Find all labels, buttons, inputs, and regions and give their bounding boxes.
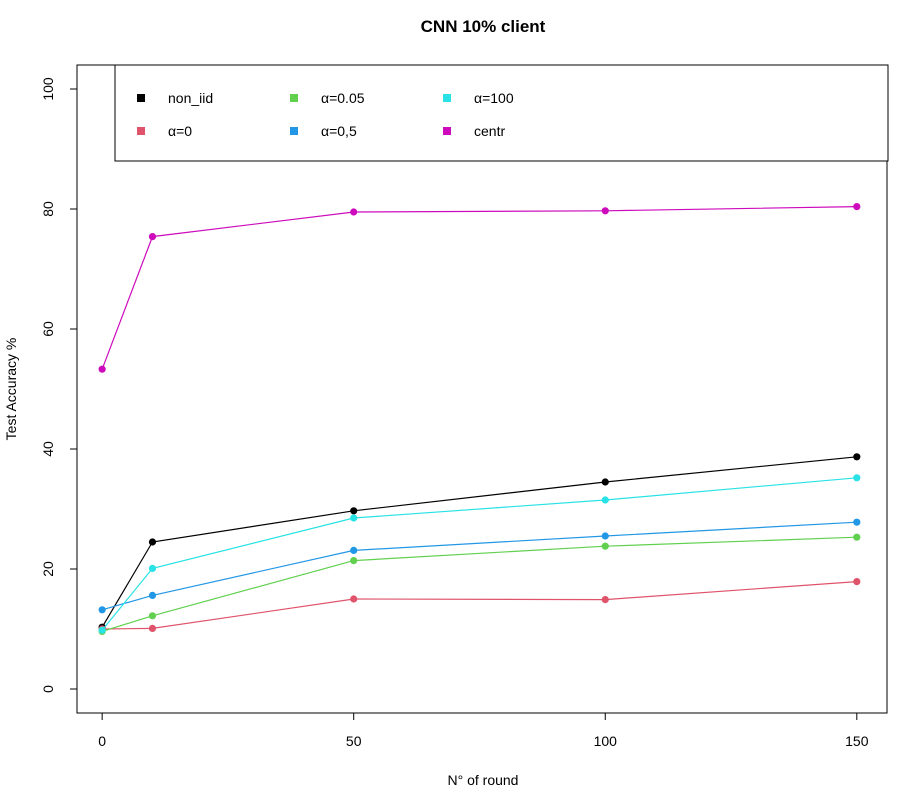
data-point: [350, 557, 358, 565]
data-point: [148, 233, 157, 241]
series-line: [101, 206, 857, 370]
series-0: [98, 453, 861, 631]
chart-title: CNN 10% client: [421, 17, 546, 36]
legend-label: α=0.05: [321, 90, 365, 106]
legend: non_iid α=0 α=0.05 α=0,5 α=100 centr: [114, 64, 889, 162]
legend-item: centr: [443, 123, 505, 139]
data-point: [148, 624, 157, 633]
data-point: [148, 538, 157, 546]
data-point: [601, 478, 609, 486]
y-tick-label: 20: [40, 561, 56, 577]
legend-item: α=0,5: [290, 123, 357, 139]
legend-item: non_iid: [137, 90, 213, 106]
data-point: [601, 596, 609, 604]
data-point: [853, 533, 861, 541]
x-tick-label: 150: [845, 733, 869, 749]
plot-frame: [76, 64, 888, 714]
series-line: [101, 521, 857, 611]
series-3: [98, 518, 861, 614]
data-point: [853, 474, 861, 482]
data-point: [148, 591, 157, 600]
data-point: [601, 207, 609, 215]
legend-swatch: [137, 127, 145, 135]
x-tick-label: 0: [98, 733, 106, 749]
legend-label: α=0,5: [321, 123, 357, 139]
x-axis-label: N° of round: [448, 772, 519, 788]
series-4: [98, 474, 861, 634]
legend-item: α=100: [443, 90, 514, 106]
series-layer: [98, 203, 861, 636]
x-tick-label: 50: [346, 733, 362, 749]
y-axis-label: Test Accuracy %: [3, 338, 19, 441]
data-point: [853, 453, 861, 461]
data-point: [350, 507, 358, 515]
legend-label: non_iid: [168, 90, 213, 106]
legend-label: centr: [474, 123, 505, 139]
legend-item: α=0.05: [290, 90, 365, 106]
y-tick-label: 80: [40, 201, 56, 217]
legend-swatch: [137, 94, 145, 102]
y-tick-label: 100: [40, 77, 56, 101]
data-point: [148, 564, 157, 573]
series-1: [98, 578, 861, 633]
legend-swatch: [290, 94, 298, 102]
data-point: [601, 496, 609, 504]
x-axis: 0 50 100 150: [98, 712, 869, 749]
data-point: [350, 208, 358, 216]
data-point: [601, 542, 609, 550]
y-axis: 0 20 40 60 80 100: [40, 77, 78, 693]
data-point: [98, 365, 106, 373]
legend-swatch: [443, 94, 451, 102]
data-point: [98, 626, 106, 634]
series-5: [98, 203, 861, 373]
y-tick-label: 0: [40, 685, 56, 693]
legend-swatch: [443, 127, 451, 135]
legend-label: α=0: [168, 123, 192, 139]
data-point: [350, 595, 358, 603]
data-point: [98, 606, 106, 614]
legend-label: α=100: [474, 90, 514, 106]
x-tick-label: 100: [594, 733, 618, 749]
legend-item: α=0: [137, 123, 192, 139]
data-point: [350, 546, 358, 555]
y-tick-label: 40: [40, 441, 56, 457]
data-point: [350, 514, 358, 522]
series-line: [101, 456, 857, 628]
data-point: [853, 203, 861, 211]
data-point: [601, 532, 609, 540]
data-point: [853, 578, 861, 586]
legend-box: [114, 64, 889, 162]
series-line: [101, 536, 857, 632]
legend-swatch: [290, 127, 298, 135]
data-point: [148, 612, 157, 620]
y-tick-label: 60: [40, 321, 56, 337]
series-line: [102, 581, 857, 630]
data-point: [853, 518, 861, 526]
